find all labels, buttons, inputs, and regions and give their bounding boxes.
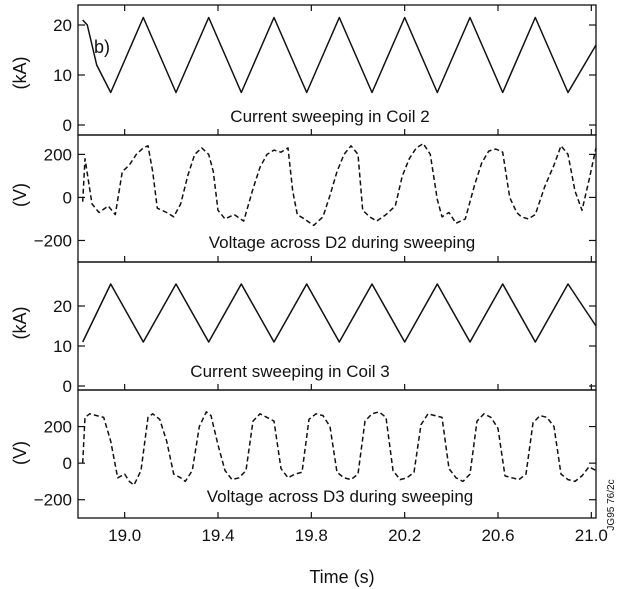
- y-tick-label: −200: [34, 491, 72, 510]
- panel-frame: [77, 389, 597, 519]
- series-line: [81, 411, 597, 486]
- plot-area: Current sweeping in Coil 2 (kA) b) 20 10 0…: [10, 4, 597, 519]
- y-tick-label: 20: [53, 16, 72, 35]
- y-tick-label: 10: [53, 337, 72, 356]
- x-tick-label: 20.6: [481, 526, 514, 545]
- y-tick-label: 200: [44, 145, 72, 164]
- panel-caption: Voltage across D3 during sweeping: [207, 487, 474, 506]
- y-tick-label: 0: [63, 377, 72, 396]
- x-tick-label: 20.2: [388, 526, 421, 545]
- y-tick-label: 0: [63, 188, 72, 207]
- y-axis-label: (kA): [10, 307, 30, 340]
- y-axis-label: (kA): [10, 57, 30, 90]
- y-axis-label: (V): [10, 441, 30, 465]
- panel-caption: Voltage across D2 during sweeping: [209, 233, 476, 252]
- panel-d2-voltage: Voltage across D2 during sweeping (V) 20…: [10, 134, 597, 263]
- y-tick-label: 10: [53, 66, 72, 85]
- panel-d3-voltage: Voltage across D3 during sweeping (V) 20…: [10, 389, 597, 519]
- panel-label: b): [94, 37, 110, 57]
- series-line: [82, 283, 597, 343]
- panel-coil3-current: Current sweeping in Coil 3 (kA) 20 10 0: [10, 261, 597, 396]
- panel-caption: Current sweeping in Coil 2: [230, 107, 429, 126]
- figure-code: JG95 76/2c: [606, 479, 617, 530]
- y-tick-label: 0: [63, 454, 72, 473]
- panel-coil2-current: Current sweeping in Coil 2 (kA) b) 20 10 0: [10, 4, 597, 136]
- x-tick-label: 19.4: [201, 526, 234, 545]
- panel-caption: Current sweeping in Coil 3: [190, 362, 389, 381]
- x-axis-label: Time (s): [309, 567, 374, 587]
- y-tick-label: −200: [34, 231, 72, 250]
- x-tick-label: 19.8: [295, 526, 328, 545]
- x-tick-label: 21.0: [575, 526, 608, 545]
- series-line: [82, 16, 597, 94]
- y-tick-label: 200: [44, 418, 72, 437]
- y-tick-label: 20: [53, 297, 72, 316]
- y-tick-label: 0: [63, 116, 72, 135]
- x-tick-label: 19.0: [108, 526, 141, 545]
- series-line: [81, 142, 597, 227]
- y-axis-label: (V): [10, 183, 30, 207]
- x-axis: Time (s) 19.0 19.4 19.8 20.2 20.6 21.0: [108, 5, 608, 587]
